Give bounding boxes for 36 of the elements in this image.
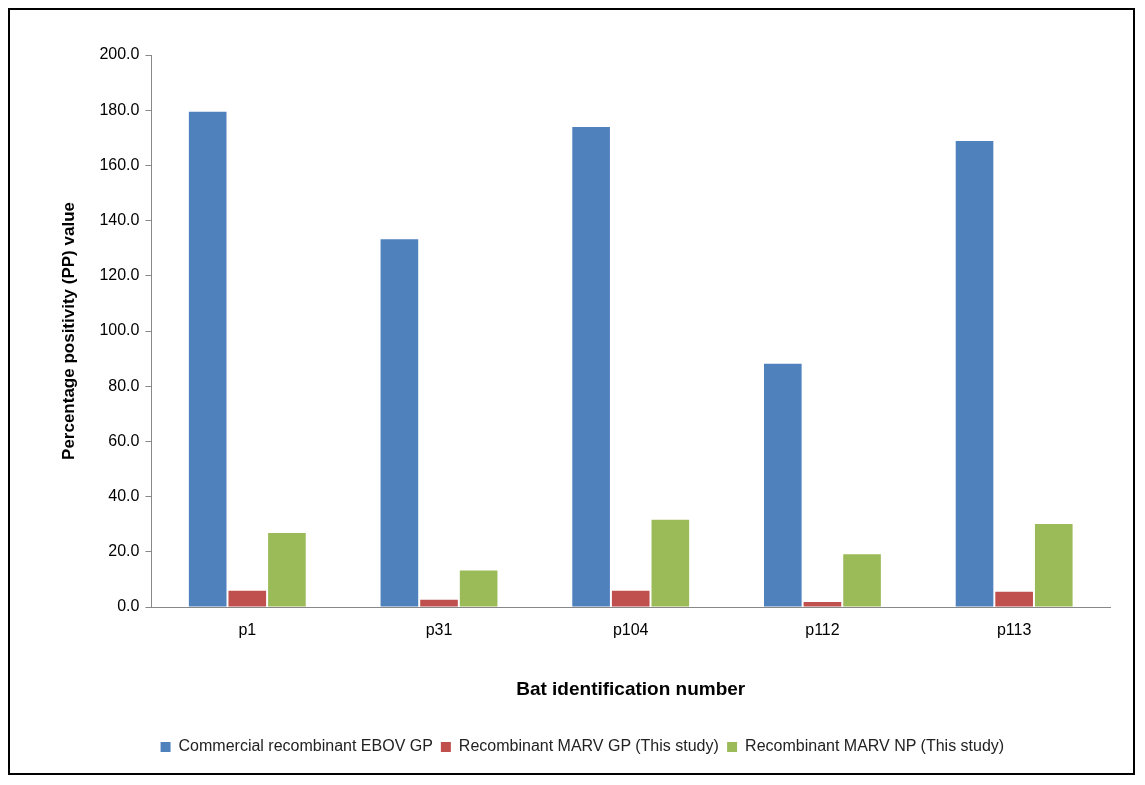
y-tick-label: 160.0 xyxy=(99,155,140,173)
bar xyxy=(843,554,881,607)
bar xyxy=(420,599,458,607)
y-tick-label: 60.0 xyxy=(108,431,140,449)
bar xyxy=(228,590,267,607)
x-axis-title: Bat identification number xyxy=(516,677,746,699)
y-tick-label: 40.0 xyxy=(108,487,140,505)
x-tick-label: p1 xyxy=(238,621,257,639)
x-tick-label: p113 xyxy=(996,621,1032,639)
bar xyxy=(955,141,994,607)
bar xyxy=(188,111,227,607)
bar xyxy=(611,590,650,607)
legend-label: Commercial recombinant EBOV GP xyxy=(178,737,433,755)
legend-label: Recombinant MARV GP (This study) xyxy=(458,737,719,755)
y-tick-label: 120.0 xyxy=(99,266,140,284)
y-tick-label: 140.0 xyxy=(99,211,140,229)
y-axis-title: Percentage positivity (PP) value xyxy=(58,202,78,460)
y-tick-label: 20.0 xyxy=(108,542,140,560)
bar xyxy=(763,363,802,607)
bar xyxy=(803,602,842,607)
y-tick-label: 200.0 xyxy=(99,45,140,63)
legend-label: Recombinant MARV NP (This study) xyxy=(745,737,1005,755)
x-tick-label: p112 xyxy=(805,621,840,639)
bar xyxy=(268,533,306,607)
bar xyxy=(651,519,690,607)
bar xyxy=(1034,523,1073,607)
bar xyxy=(459,570,498,607)
y-tick-label: 180.0 xyxy=(99,100,140,118)
x-tick-label: p31 xyxy=(425,621,453,639)
x-tick-label: p104 xyxy=(612,621,649,639)
bar xyxy=(995,591,1033,607)
y-tick-label: 80.0 xyxy=(108,376,140,394)
y-tick-label: 0.0 xyxy=(117,597,140,615)
y-tick-label: 100.0 xyxy=(99,321,140,339)
bar xyxy=(380,239,419,607)
bar xyxy=(572,127,610,607)
